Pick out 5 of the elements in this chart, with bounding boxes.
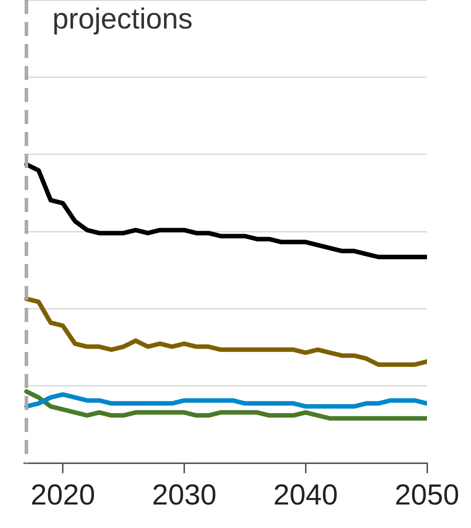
x-tick-label: 2050	[394, 480, 460, 512]
x-tick-label: 2020	[30, 480, 96, 512]
x-tick-label: 2040	[273, 480, 338, 512]
x-tick-label: 2030	[152, 480, 216, 512]
ref-line-label: projections	[52, 4, 193, 36]
